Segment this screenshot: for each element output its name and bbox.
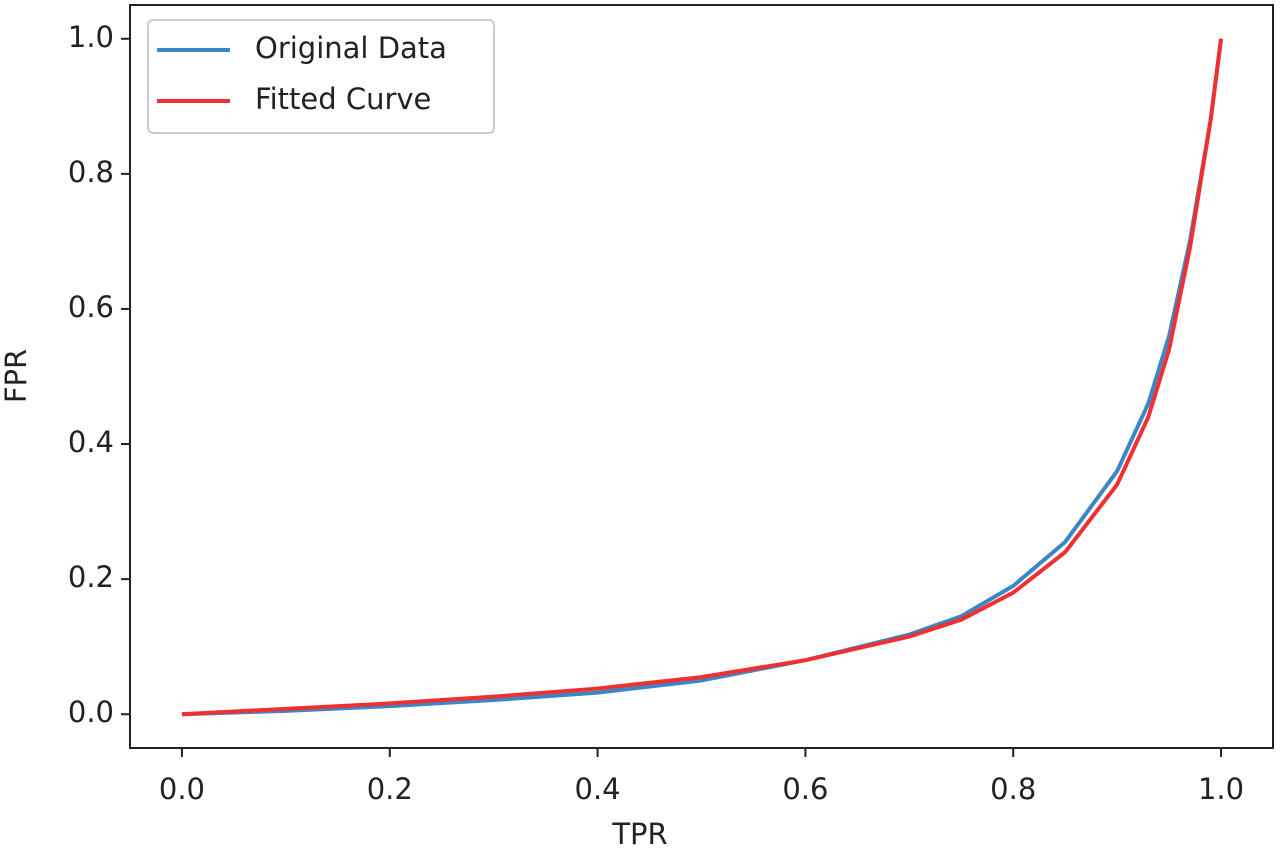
x-tick-label: 0.2 bbox=[367, 772, 413, 806]
y-tick-label: 0.6 bbox=[68, 290, 114, 324]
y-tick-label: 1.0 bbox=[68, 20, 114, 54]
legend-box bbox=[147, 19, 495, 134]
line bbox=[181, 38, 1224, 717]
x-tick-label: 0.4 bbox=[575, 772, 621, 806]
y-axis-label: FPR bbox=[0, 349, 33, 403]
x-tick-label: 0.8 bbox=[990, 772, 1036, 806]
y-tick-label: 0.8 bbox=[68, 155, 114, 189]
line bbox=[181, 38, 1224, 717]
legend-label: Fitted Curve bbox=[255, 82, 431, 116]
x-tick-label: 1.0 bbox=[1198, 772, 1244, 806]
y-tick-label: 0.4 bbox=[68, 425, 114, 459]
y-tick-label: 0.0 bbox=[68, 695, 114, 729]
x-axis-label: TPR bbox=[611, 817, 667, 851]
x-tick-label: 0.6 bbox=[782, 772, 828, 806]
plot-frame bbox=[129, 4, 1274, 749]
legend-label: Original Data bbox=[255, 31, 447, 65]
x-tick-label: 0.0 bbox=[159, 772, 205, 806]
y-tick-label: 0.2 bbox=[68, 560, 114, 594]
